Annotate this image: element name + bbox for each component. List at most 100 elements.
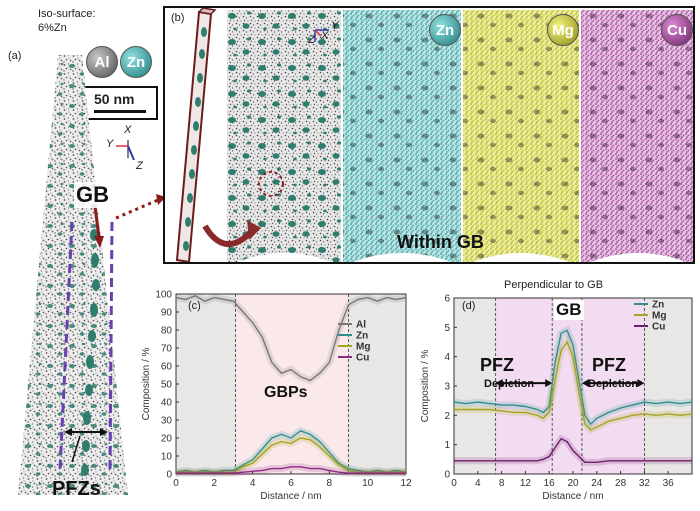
pfz-left-label: PFZ (480, 355, 514, 375)
x-tick-label: 4 (250, 478, 256, 489)
zn-map-badge: Zn (429, 14, 461, 46)
gbps-annotation: GBPs (264, 384, 308, 401)
matrix-shade-1 (644, 298, 692, 474)
y-tick-label: 30 (161, 416, 173, 427)
panel-a-label: (a) (8, 50, 22, 62)
y-tick-label: 90 (161, 308, 173, 319)
x-axis-label: Distance / nm (260, 491, 321, 502)
panel-b-frame: (b) Y X Z Zn Mg Cu Within GB (163, 6, 695, 264)
panel-d-label: (d) (462, 300, 476, 312)
pfz-right-label: PFZ (592, 355, 626, 375)
pink-region-2 (581, 298, 645, 474)
y-tick-label: 5 (444, 323, 450, 334)
matrix-shade-0 (454, 298, 496, 474)
matrix-shade-1 (348, 294, 406, 474)
x-tick-label: 28 (615, 478, 627, 489)
x-tick-label: 16 (544, 478, 556, 489)
isosurface-label-line1: Iso-surface: (38, 8, 96, 20)
panel-c-label: (c) (188, 300, 201, 312)
x-tick-label: 24 (591, 478, 603, 489)
y-tick-label: 10 (161, 452, 173, 463)
y-tick-label: 20 (161, 434, 173, 445)
x-tick-label: 8 (499, 478, 505, 489)
panel-c-chart: 0 2 4 6 8 10 12 0 10 20 30 40 50 60 70 80 90 100 Distance … (141, 290, 412, 503)
mg-map-badge: Mg (547, 14, 579, 46)
legend-label-zn: Zn (652, 300, 664, 311)
x-tick-label: 4 (475, 478, 481, 489)
y-tick-label: 40 (161, 398, 173, 409)
y-tick-label: 0 (166, 470, 172, 481)
series-zn-line (453, 329, 693, 426)
x-tick-label: 6 (288, 478, 294, 489)
cu-map-badge: Cu (661, 14, 693, 46)
scale-bar-box: 50 nm (82, 86, 158, 120)
depletion-arrow-left-head-left (495, 379, 503, 388)
y-tick-label: 50 (161, 380, 173, 391)
panel-b-axis-z: Z (308, 34, 315, 46)
legend-label-mg: Mg (356, 342, 370, 353)
panel-b-axis-y: Y (331, 20, 339, 32)
series-mg-line (176, 437, 406, 473)
series-mg-line (454, 340, 693, 431)
pink-region-1 (495, 298, 553, 474)
x-tick-label: 32 (639, 478, 651, 489)
y-axis-label: Composition / % (420, 349, 431, 422)
x-tick-label: 0 (173, 478, 179, 489)
y-axis-label: Composition / % (141, 347, 152, 420)
y-tick-label: 80 (161, 326, 173, 337)
y-tick-label: 100 (155, 290, 172, 301)
x-tick-label: 0 (451, 478, 457, 489)
legend-label-cu: Cu (652, 322, 665, 333)
al-element-badge: Al (86, 46, 118, 78)
depletion-arrow-right-head-right (637, 379, 645, 388)
x-tick-label: 10 (362, 478, 374, 489)
x-tick-label: 12 (400, 478, 412, 489)
zn-element-badge: Zn (120, 46, 152, 78)
depletion-left-label: Depletion (484, 378, 535, 390)
depletion-arrow-left-head-right (545, 379, 553, 388)
scale-bar-line (94, 110, 146, 113)
panel-d-gb-label: GB (554, 300, 584, 320)
panel-b-axis-x: X (321, 30, 329, 42)
x-tick-label: 20 (567, 478, 579, 489)
panel-d-title: Perpendicular to GB (504, 279, 604, 291)
panel-b-label: (b) (171, 12, 185, 24)
y-tick-label: 1 (444, 440, 450, 451)
cu-map-badge-text: Cu (667, 21, 687, 39)
series-al-line (175, 295, 407, 382)
y-tick-label: 6 (444, 294, 450, 305)
legend-label-al: Al (356, 320, 366, 331)
panel-a-pfz-label: PFZs (52, 478, 101, 500)
series-cu-line (176, 466, 406, 474)
matrix-shade-0 (176, 294, 236, 474)
y-tick-label: 3 (444, 382, 450, 393)
zn-badge-text: Zn (126, 53, 146, 71)
y-tick-label: 70 (161, 344, 173, 355)
panel-a-gb-label: GB (74, 182, 111, 208)
panel-a-axis-x: X (124, 124, 132, 136)
y-tick-label: 4 (444, 352, 450, 363)
panel-b-atom-maps (175, 8, 693, 262)
x-tick-label: 36 (663, 478, 675, 489)
mg-map-badge-text: Mg (552, 21, 574, 39)
y-tick-label: 2 (444, 411, 450, 422)
within-gb-label: Within GB (397, 232, 484, 252)
al-badge-text: Al (94, 53, 110, 71)
x-axis-label: Distance / nm (542, 491, 603, 502)
depletion-right-label: Depletion (588, 378, 639, 390)
gb-precipitate-chain (81, 229, 100, 476)
x-tick-label: 12 (520, 478, 532, 489)
legend-label-cu: Cu (356, 353, 369, 364)
series-cu-line (454, 437, 692, 463)
depletion-arrow-right-head-left (581, 379, 589, 388)
legend-label-zn: Zn (356, 331, 368, 342)
y-tick-label: 60 (161, 362, 173, 373)
panel-a-axis-z: Z (136, 160, 143, 172)
y-tick-label: 0 (444, 470, 450, 481)
legend-label-mg: Mg (652, 311, 666, 322)
isosurface-label-line2: 6%Zn (38, 22, 67, 34)
scale-bar-label: 50 nm (94, 91, 135, 107)
x-tick-label: 8 (327, 478, 333, 489)
